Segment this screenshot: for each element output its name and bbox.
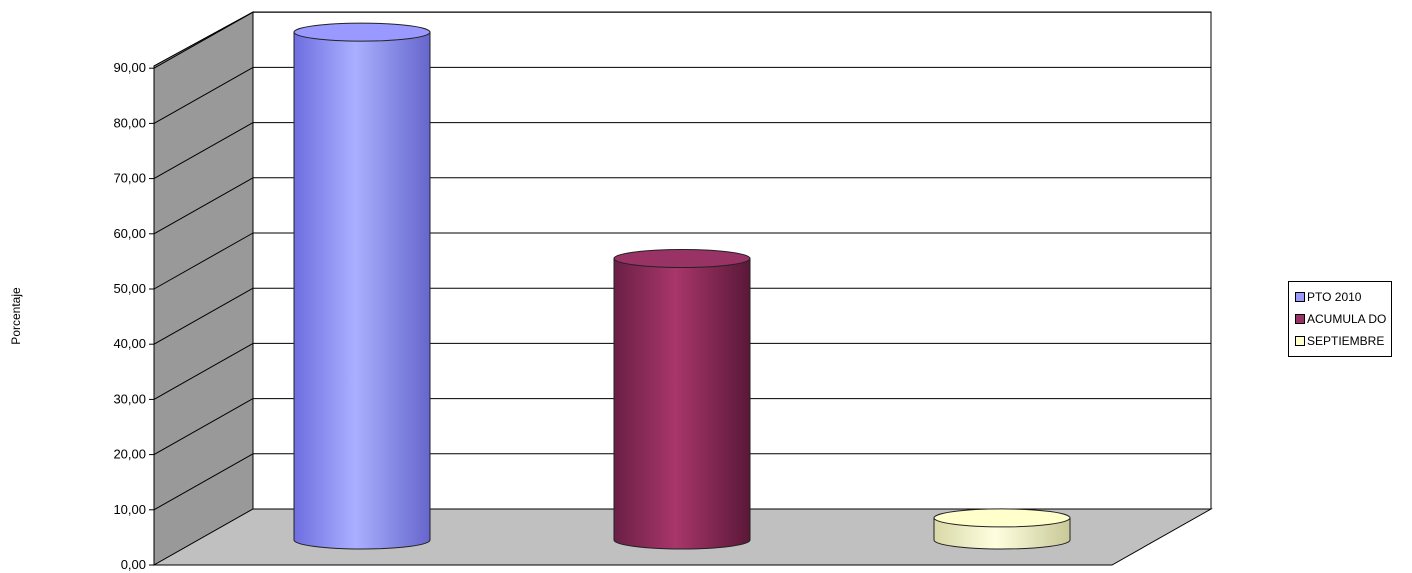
legend-swatch <box>1295 314 1305 324</box>
bar <box>933 508 1071 550</box>
y-tick-label: 70,00 <box>113 171 146 186</box>
y-tick-label: 90,00 <box>113 60 146 75</box>
y-tick-label: 40,00 <box>113 336 146 351</box>
y-axis-label: Porcentaje <box>9 287 23 345</box>
grid-line <box>153 453 254 511</box>
bar-top <box>293 22 431 42</box>
y-tick-label: 20,00 <box>113 447 146 462</box>
legend-swatch <box>1295 336 1305 346</box>
grid-line <box>153 66 254 124</box>
y-tick-label: 50,00 <box>113 281 146 296</box>
y-tick-label: 10,00 <box>113 502 146 517</box>
y-tick-label: 30,00 <box>113 391 146 406</box>
y-tick-label: 80,00 <box>113 115 146 130</box>
bar-body <box>293 31 431 550</box>
legend-label: PTO 2010 <box>1307 290 1362 304</box>
bar-top <box>613 248 751 268</box>
bar <box>613 248 751 550</box>
y-tick-label: 60,00 <box>113 226 146 241</box>
bar-top <box>933 508 1071 528</box>
legend-label: ACUMULA DO <box>1307 312 1387 326</box>
bars <box>293 22 1071 550</box>
grid-line <box>153 342 254 400</box>
grid-line <box>153 232 254 290</box>
legend-swatch <box>1295 292 1305 302</box>
legend: PTO 2010 ACUMULA DO SEPTIEMBRE <box>1288 281 1392 357</box>
grid-line <box>153 398 254 456</box>
bar <box>293 22 431 550</box>
legend-item: SEPTIEMBRE <box>1295 330 1391 352</box>
grid-line <box>153 177 254 235</box>
y-axis-ticks: 0,00 10,00 20,00 30,00 40,00 50,00 60,00 70,00 8… <box>113 60 154 572</box>
grid-line <box>153 287 254 345</box>
bar-body <box>613 257 751 550</box>
legend-item: PTO 2010 <box>1295 286 1391 308</box>
grid-line <box>153 122 254 180</box>
legend-item: ACUMULA DO <box>1295 308 1391 330</box>
y-tick-label: 0,00 <box>121 557 146 572</box>
grid-line <box>153 11 254 69</box>
legend-label: SEPTIEMBRE <box>1307 334 1385 348</box>
